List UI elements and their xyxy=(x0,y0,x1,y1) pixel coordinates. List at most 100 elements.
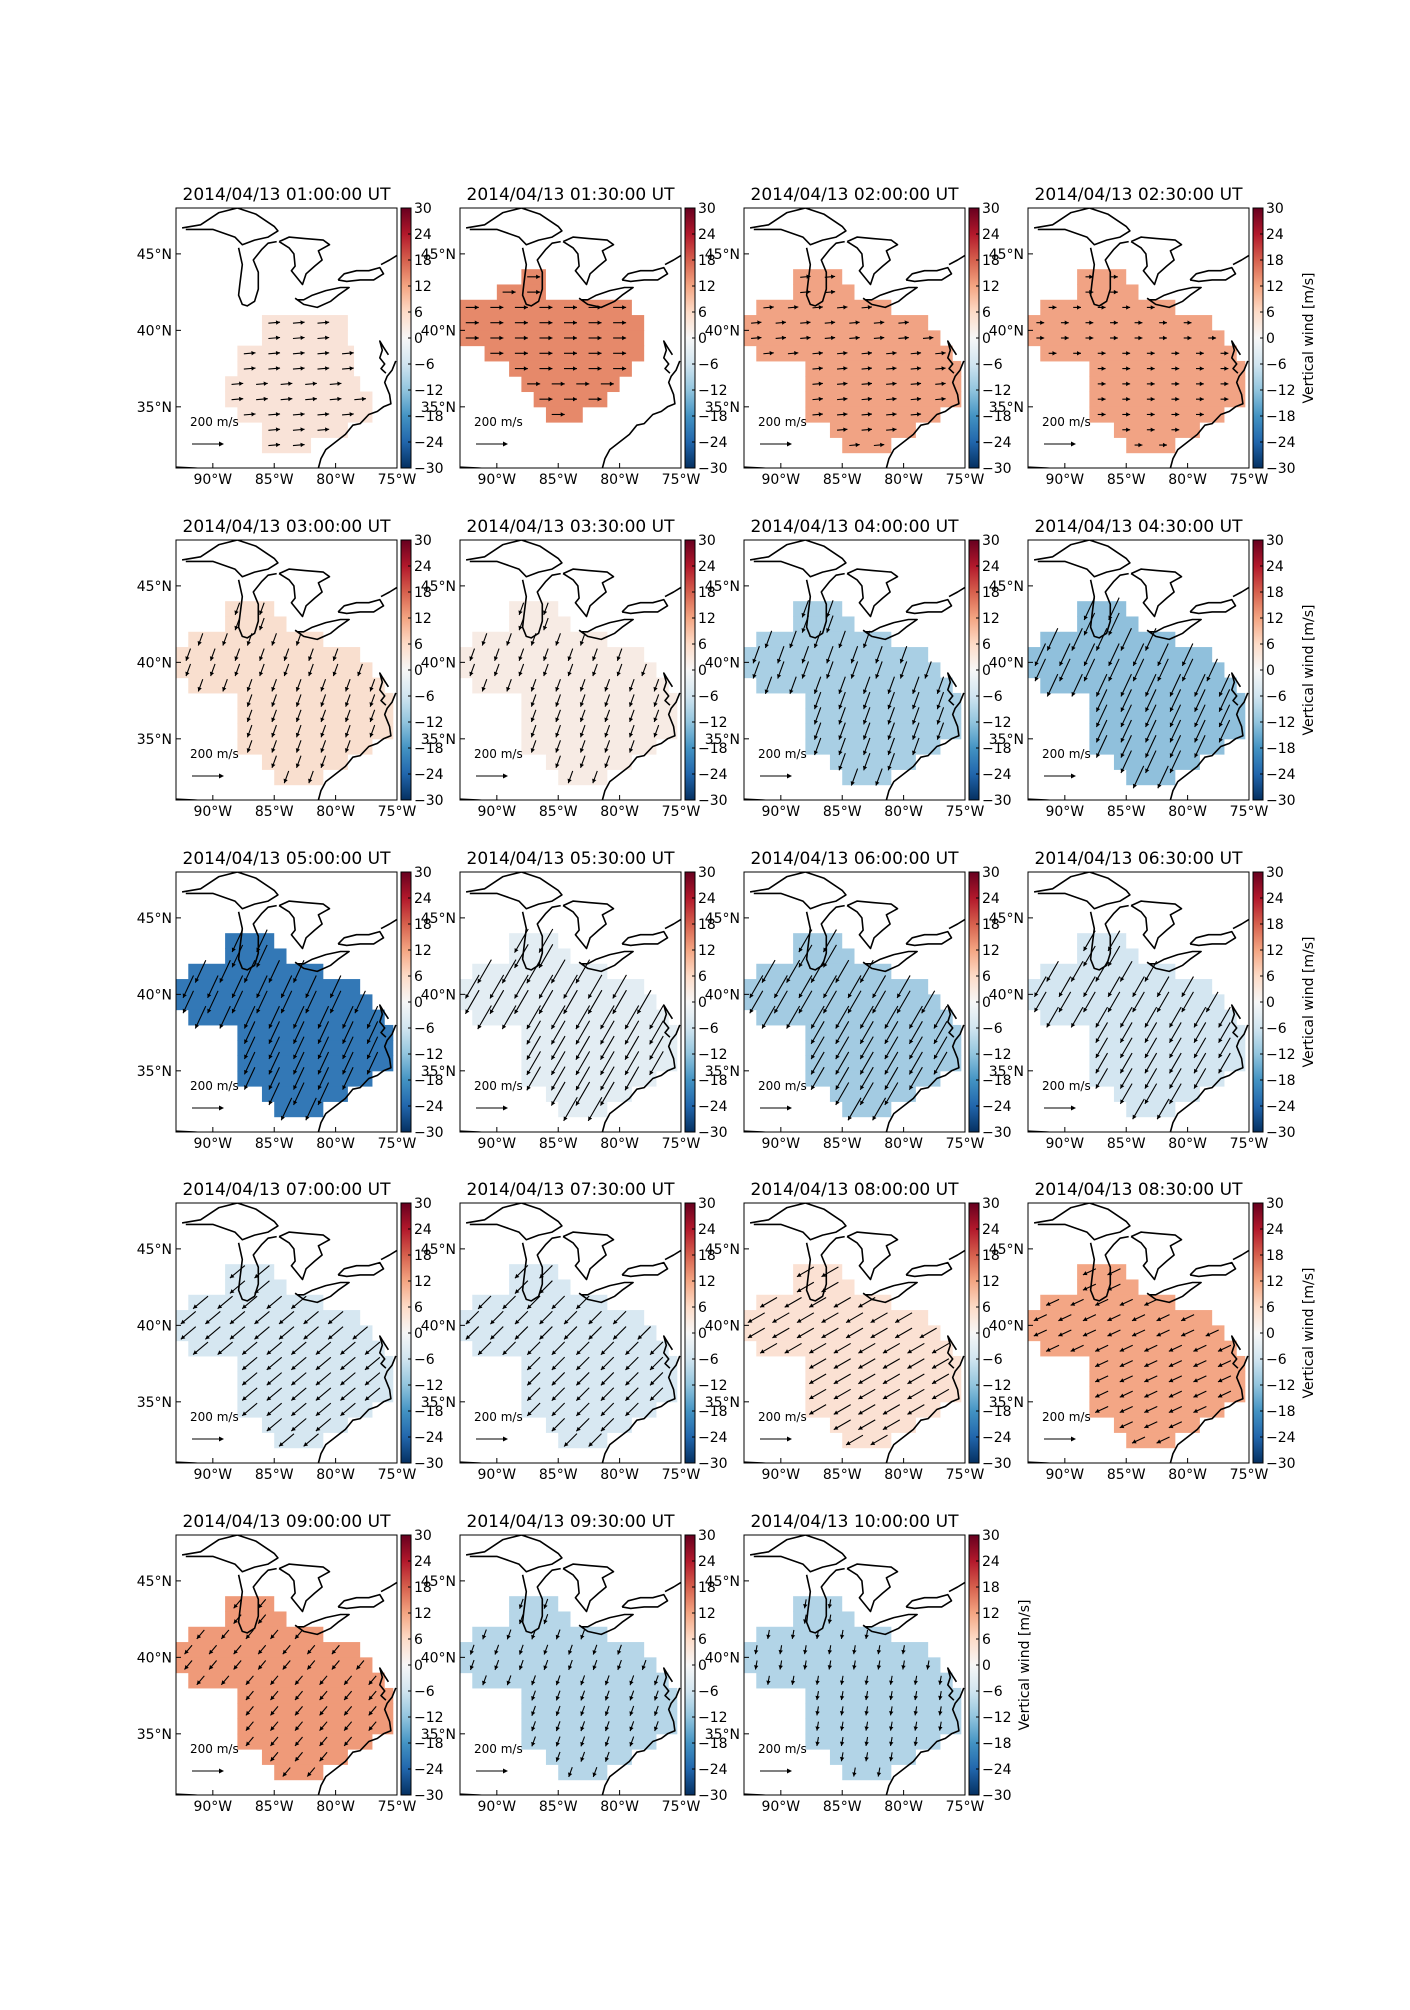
wind-arrow xyxy=(243,1067,256,1090)
lon-tick-label: 90°W xyxy=(761,1467,800,1483)
wind-arrow xyxy=(575,1020,591,1045)
wind-arrow-head xyxy=(526,1070,531,1075)
wind-arrow-head xyxy=(1157,676,1162,682)
wind-arrow-head xyxy=(527,1365,532,1371)
coverage-cell xyxy=(472,677,669,694)
wind-arrow-head xyxy=(789,689,794,694)
wind-vectors xyxy=(754,1599,943,1777)
wind-arrow-head xyxy=(1108,615,1113,621)
wind-arrow-head xyxy=(295,1756,300,1762)
coastline-segment xyxy=(846,568,899,618)
wind-arrow-head xyxy=(518,1650,524,1655)
wind-arrow-head xyxy=(319,1756,324,1762)
coverage-cell xyxy=(509,933,559,949)
map-frame xyxy=(1027,1202,1250,1464)
wind-arrow-head xyxy=(781,320,787,325)
wind-arrow xyxy=(575,959,591,984)
wind-arrow-head xyxy=(1126,427,1131,432)
wind-arrow-head xyxy=(530,717,535,722)
colorbar-tick-label: 30 xyxy=(414,201,432,217)
wind-arrow-head xyxy=(815,1634,820,1639)
wind-coverage xyxy=(176,601,394,786)
coastline-segment xyxy=(294,950,350,973)
coverage-cell xyxy=(1126,1101,1176,1118)
lon-tick-label: 85°W xyxy=(823,804,862,820)
colorbar-tick-label: 12 xyxy=(698,279,716,295)
wind-arrow-head xyxy=(774,1008,779,1014)
wind-arrow xyxy=(477,959,492,984)
wind-arrow-head xyxy=(604,1711,609,1716)
wind-coverage xyxy=(1028,601,1246,786)
wind-arrow-head xyxy=(1095,976,1100,982)
wind-arrow xyxy=(1034,643,1046,667)
wind-arrow-head xyxy=(848,1115,852,1121)
coastline xyxy=(744,208,965,468)
wind-arrow xyxy=(231,944,244,968)
wind-arrow-head xyxy=(555,717,560,722)
wind-arrow-head xyxy=(526,1085,531,1091)
wind-arrow-head xyxy=(796,1318,802,1323)
colorbar-tick-label: 18 xyxy=(1266,917,1284,933)
lat-tick-label: 35°N xyxy=(421,732,456,748)
wind-arrow-head xyxy=(764,689,769,694)
wind-arrow xyxy=(859,1066,874,1091)
colorbar-tick-label: 12 xyxy=(414,1274,432,1290)
wind-arrow-head xyxy=(1193,1347,1198,1352)
wind-arrow-head xyxy=(1168,1393,1174,1398)
colorbar-tick-label: 30 xyxy=(1266,533,1284,549)
wind-arrow-head xyxy=(317,1085,322,1090)
coastline-segment xyxy=(905,1593,953,1610)
coverage-cell xyxy=(805,1055,962,1072)
colorbar-tick-label: 0 xyxy=(414,663,423,679)
wind-arrow xyxy=(822,944,837,968)
wind-arrow-head xyxy=(244,1023,249,1029)
colorbar-tick-label: 0 xyxy=(1266,331,1275,347)
coastline-segment xyxy=(846,1563,899,1613)
wind-arrow-head xyxy=(1052,305,1057,310)
wind-arrow-head xyxy=(579,686,584,692)
wind-arrow-head xyxy=(349,350,354,356)
colorbar-tick-label: 12 xyxy=(414,279,432,295)
wind-arrow-head xyxy=(872,1115,877,1121)
coastline-segment xyxy=(1189,266,1237,283)
lon-tick-label: 85°W xyxy=(255,472,294,488)
wind-arrow-head xyxy=(858,1364,863,1369)
scale-arrow: 200 m/s xyxy=(1042,1079,1091,1111)
wind-arrow xyxy=(1120,627,1132,651)
colorbar-tick-label: −30 xyxy=(1266,793,1296,809)
wind-arrow-head xyxy=(280,1115,285,1121)
coverage-cell xyxy=(1040,1009,1237,1026)
colorbar-tick-label: 6 xyxy=(982,1300,991,1316)
wind-arrow-head xyxy=(870,1441,876,1445)
wind-arrow-head xyxy=(1107,1286,1113,1291)
coverage-cell xyxy=(1113,1086,1200,1102)
wind-arrow-head xyxy=(344,748,350,753)
wind-arrow-head xyxy=(328,1319,333,1324)
panel-title: 2014/04/13 06:00:00 UT xyxy=(751,849,960,869)
coastline-segment xyxy=(1130,568,1183,618)
wind-arrow-head xyxy=(291,1350,296,1355)
wind-arrow xyxy=(884,1005,899,1029)
wind-arrow-head xyxy=(197,686,202,692)
map-frame xyxy=(459,1534,682,1796)
wind-arrow-head xyxy=(219,1023,224,1029)
wind-arrow-head xyxy=(818,366,823,371)
lat-tick-label: 45°N xyxy=(989,911,1024,927)
wind-arrow-head xyxy=(830,289,836,295)
colorbar-tick-label: 6 xyxy=(698,305,707,321)
wind-arrow-head xyxy=(1168,1378,1174,1383)
wind-arrow xyxy=(550,1051,566,1076)
wind-arrow-head xyxy=(612,993,617,999)
lon-tick-label: 75°W xyxy=(378,1136,417,1152)
wind-arrow-head xyxy=(246,686,251,692)
wind-arrow-head xyxy=(280,993,285,998)
wind-arrow-head xyxy=(813,750,818,756)
wind-arrow-head xyxy=(1144,1084,1149,1089)
wind-arrow-head xyxy=(1217,1393,1223,1398)
lat-tick-label: 45°N xyxy=(137,1574,172,1590)
wind-arrow-head xyxy=(1113,289,1118,295)
colorbar-tick-label: −24 xyxy=(414,1099,444,1115)
wind-arrow-head xyxy=(266,1380,272,1386)
wind-arrow-head xyxy=(493,656,499,661)
map-area xyxy=(176,872,397,1132)
